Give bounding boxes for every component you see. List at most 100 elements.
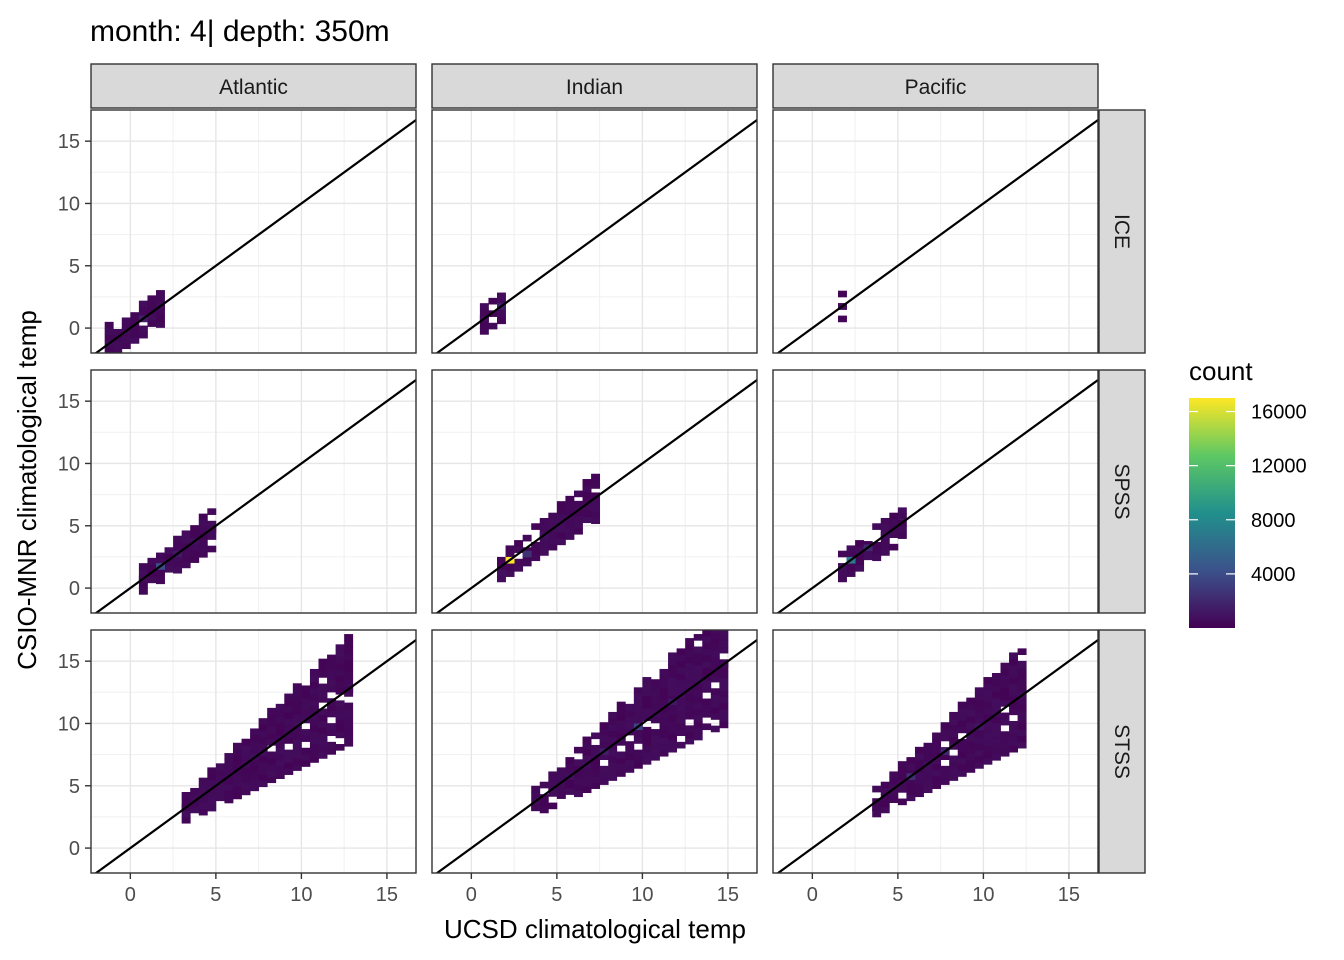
bin bbox=[693, 715, 703, 722]
bin bbox=[923, 767, 933, 775]
bin bbox=[156, 290, 165, 297]
bin bbox=[710, 644, 720, 652]
bin bbox=[335, 669, 345, 676]
bin bbox=[582, 491, 592, 499]
bin bbox=[880, 524, 890, 531]
bin bbox=[719, 646, 729, 654]
bin bbox=[573, 771, 583, 779]
bin bbox=[685, 656, 695, 664]
bin bbox=[198, 802, 208, 810]
bin bbox=[556, 538, 566, 546]
bin bbox=[548, 537, 558, 545]
bin bbox=[198, 526, 208, 533]
bin bbox=[650, 729, 660, 736]
bin bbox=[1017, 729, 1027, 737]
chart-title: month: 4| depth: 350m bbox=[90, 15, 390, 48]
bin bbox=[897, 786, 907, 793]
bin bbox=[207, 804, 217, 812]
bin bbox=[190, 800, 200, 808]
panel-atlantic-spss bbox=[90, 369, 417, 614]
bin bbox=[668, 739, 678, 747]
bin bbox=[650, 753, 660, 761]
panel-atlantic-ice bbox=[90, 109, 417, 354]
bin bbox=[497, 569, 506, 577]
bin bbox=[1000, 681, 1010, 689]
bin bbox=[275, 766, 285, 773]
bin bbox=[309, 749, 319, 757]
bin bbox=[531, 792, 541, 799]
bin bbox=[863, 553, 873, 561]
bin bbox=[923, 742, 933, 750]
bin bbox=[335, 687, 345, 695]
bin bbox=[156, 314, 165, 322]
bin bbox=[710, 663, 720, 670]
bin bbox=[633, 693, 643, 701]
bin bbox=[344, 727, 354, 735]
bin bbox=[267, 707, 277, 715]
panel-border bbox=[772, 629, 1099, 874]
bin bbox=[676, 704, 686, 712]
bin bbox=[966, 747, 976, 755]
y-tick-label: 10 bbox=[58, 453, 80, 475]
bin bbox=[497, 298, 506, 306]
bin bbox=[991, 747, 1001, 755]
bin bbox=[1009, 652, 1019, 660]
bin bbox=[983, 714, 993, 722]
bin bbox=[983, 695, 993, 703]
bin bbox=[301, 710, 311, 718]
bin bbox=[710, 688, 720, 695]
bin bbox=[267, 714, 277, 721]
bin bbox=[949, 736, 959, 744]
bin bbox=[591, 517, 601, 524]
bin bbox=[130, 312, 140, 319]
bin bbox=[267, 726, 277, 734]
bin bbox=[514, 540, 524, 547]
bin bbox=[514, 558, 524, 566]
bin bbox=[258, 761, 268, 769]
bin bbox=[599, 753, 609, 760]
bin bbox=[872, 785, 882, 793]
bin bbox=[318, 708, 328, 716]
identity-line bbox=[435, 639, 757, 873]
bin bbox=[215, 763, 225, 770]
bin bbox=[531, 554, 541, 562]
bin bbox=[932, 769, 942, 777]
bin bbox=[327, 729, 337, 737]
strip-stss bbox=[1098, 629, 1146, 874]
bin-layer bbox=[181, 634, 354, 824]
bin bbox=[932, 763, 942, 771]
bin bbox=[292, 726, 302, 734]
bin bbox=[284, 730, 294, 738]
x-tick-label: 10 bbox=[972, 884, 994, 906]
bin bbox=[855, 558, 865, 566]
bin bbox=[659, 743, 669, 751]
bin bbox=[284, 768, 294, 775]
bin bbox=[1000, 743, 1010, 751]
bin bbox=[932, 776, 942, 783]
bin bbox=[650, 741, 660, 749]
bin bbox=[642, 739, 652, 746]
bin bbox=[642, 683, 652, 690]
bin bbox=[693, 677, 703, 685]
bin bbox=[147, 314, 157, 321]
bin bbox=[267, 720, 277, 727]
bin bbox=[1009, 689, 1019, 697]
legend-title: count bbox=[1189, 356, 1253, 386]
bin bbox=[284, 699, 294, 707]
bin bbox=[156, 558, 165, 566]
bin bbox=[1000, 718, 1010, 726]
bin bbox=[318, 727, 328, 734]
bin bbox=[855, 565, 865, 572]
bin bbox=[207, 767, 217, 775]
bin bbox=[897, 773, 907, 781]
bin bbox=[198, 544, 208, 552]
bin bbox=[650, 704, 660, 711]
bin bbox=[250, 772, 260, 779]
bin bbox=[966, 703, 976, 711]
bin bbox=[676, 698, 686, 705]
bin bbox=[267, 732, 277, 740]
bin bbox=[147, 295, 157, 302]
identity-line bbox=[435, 379, 757, 613]
bin bbox=[668, 652, 678, 660]
bin bbox=[556, 513, 566, 521]
